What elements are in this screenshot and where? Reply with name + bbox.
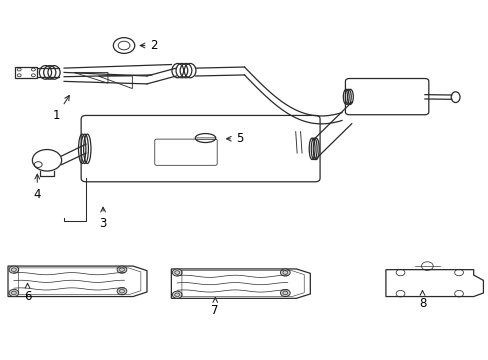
- Text: 7: 7: [211, 298, 219, 318]
- Circle shape: [9, 289, 19, 297]
- Circle shape: [117, 266, 126, 273]
- Text: 5: 5: [226, 132, 243, 145]
- Text: 8: 8: [418, 291, 426, 310]
- Circle shape: [172, 291, 182, 298]
- Circle shape: [280, 289, 289, 297]
- Text: 1: 1: [53, 95, 69, 122]
- Text: 2: 2: [140, 39, 158, 52]
- Circle shape: [172, 269, 182, 276]
- Circle shape: [280, 269, 289, 276]
- Circle shape: [9, 266, 19, 273]
- Circle shape: [117, 288, 126, 295]
- Text: 4: 4: [34, 174, 41, 201]
- Text: 3: 3: [99, 207, 106, 230]
- Text: 6: 6: [24, 283, 31, 303]
